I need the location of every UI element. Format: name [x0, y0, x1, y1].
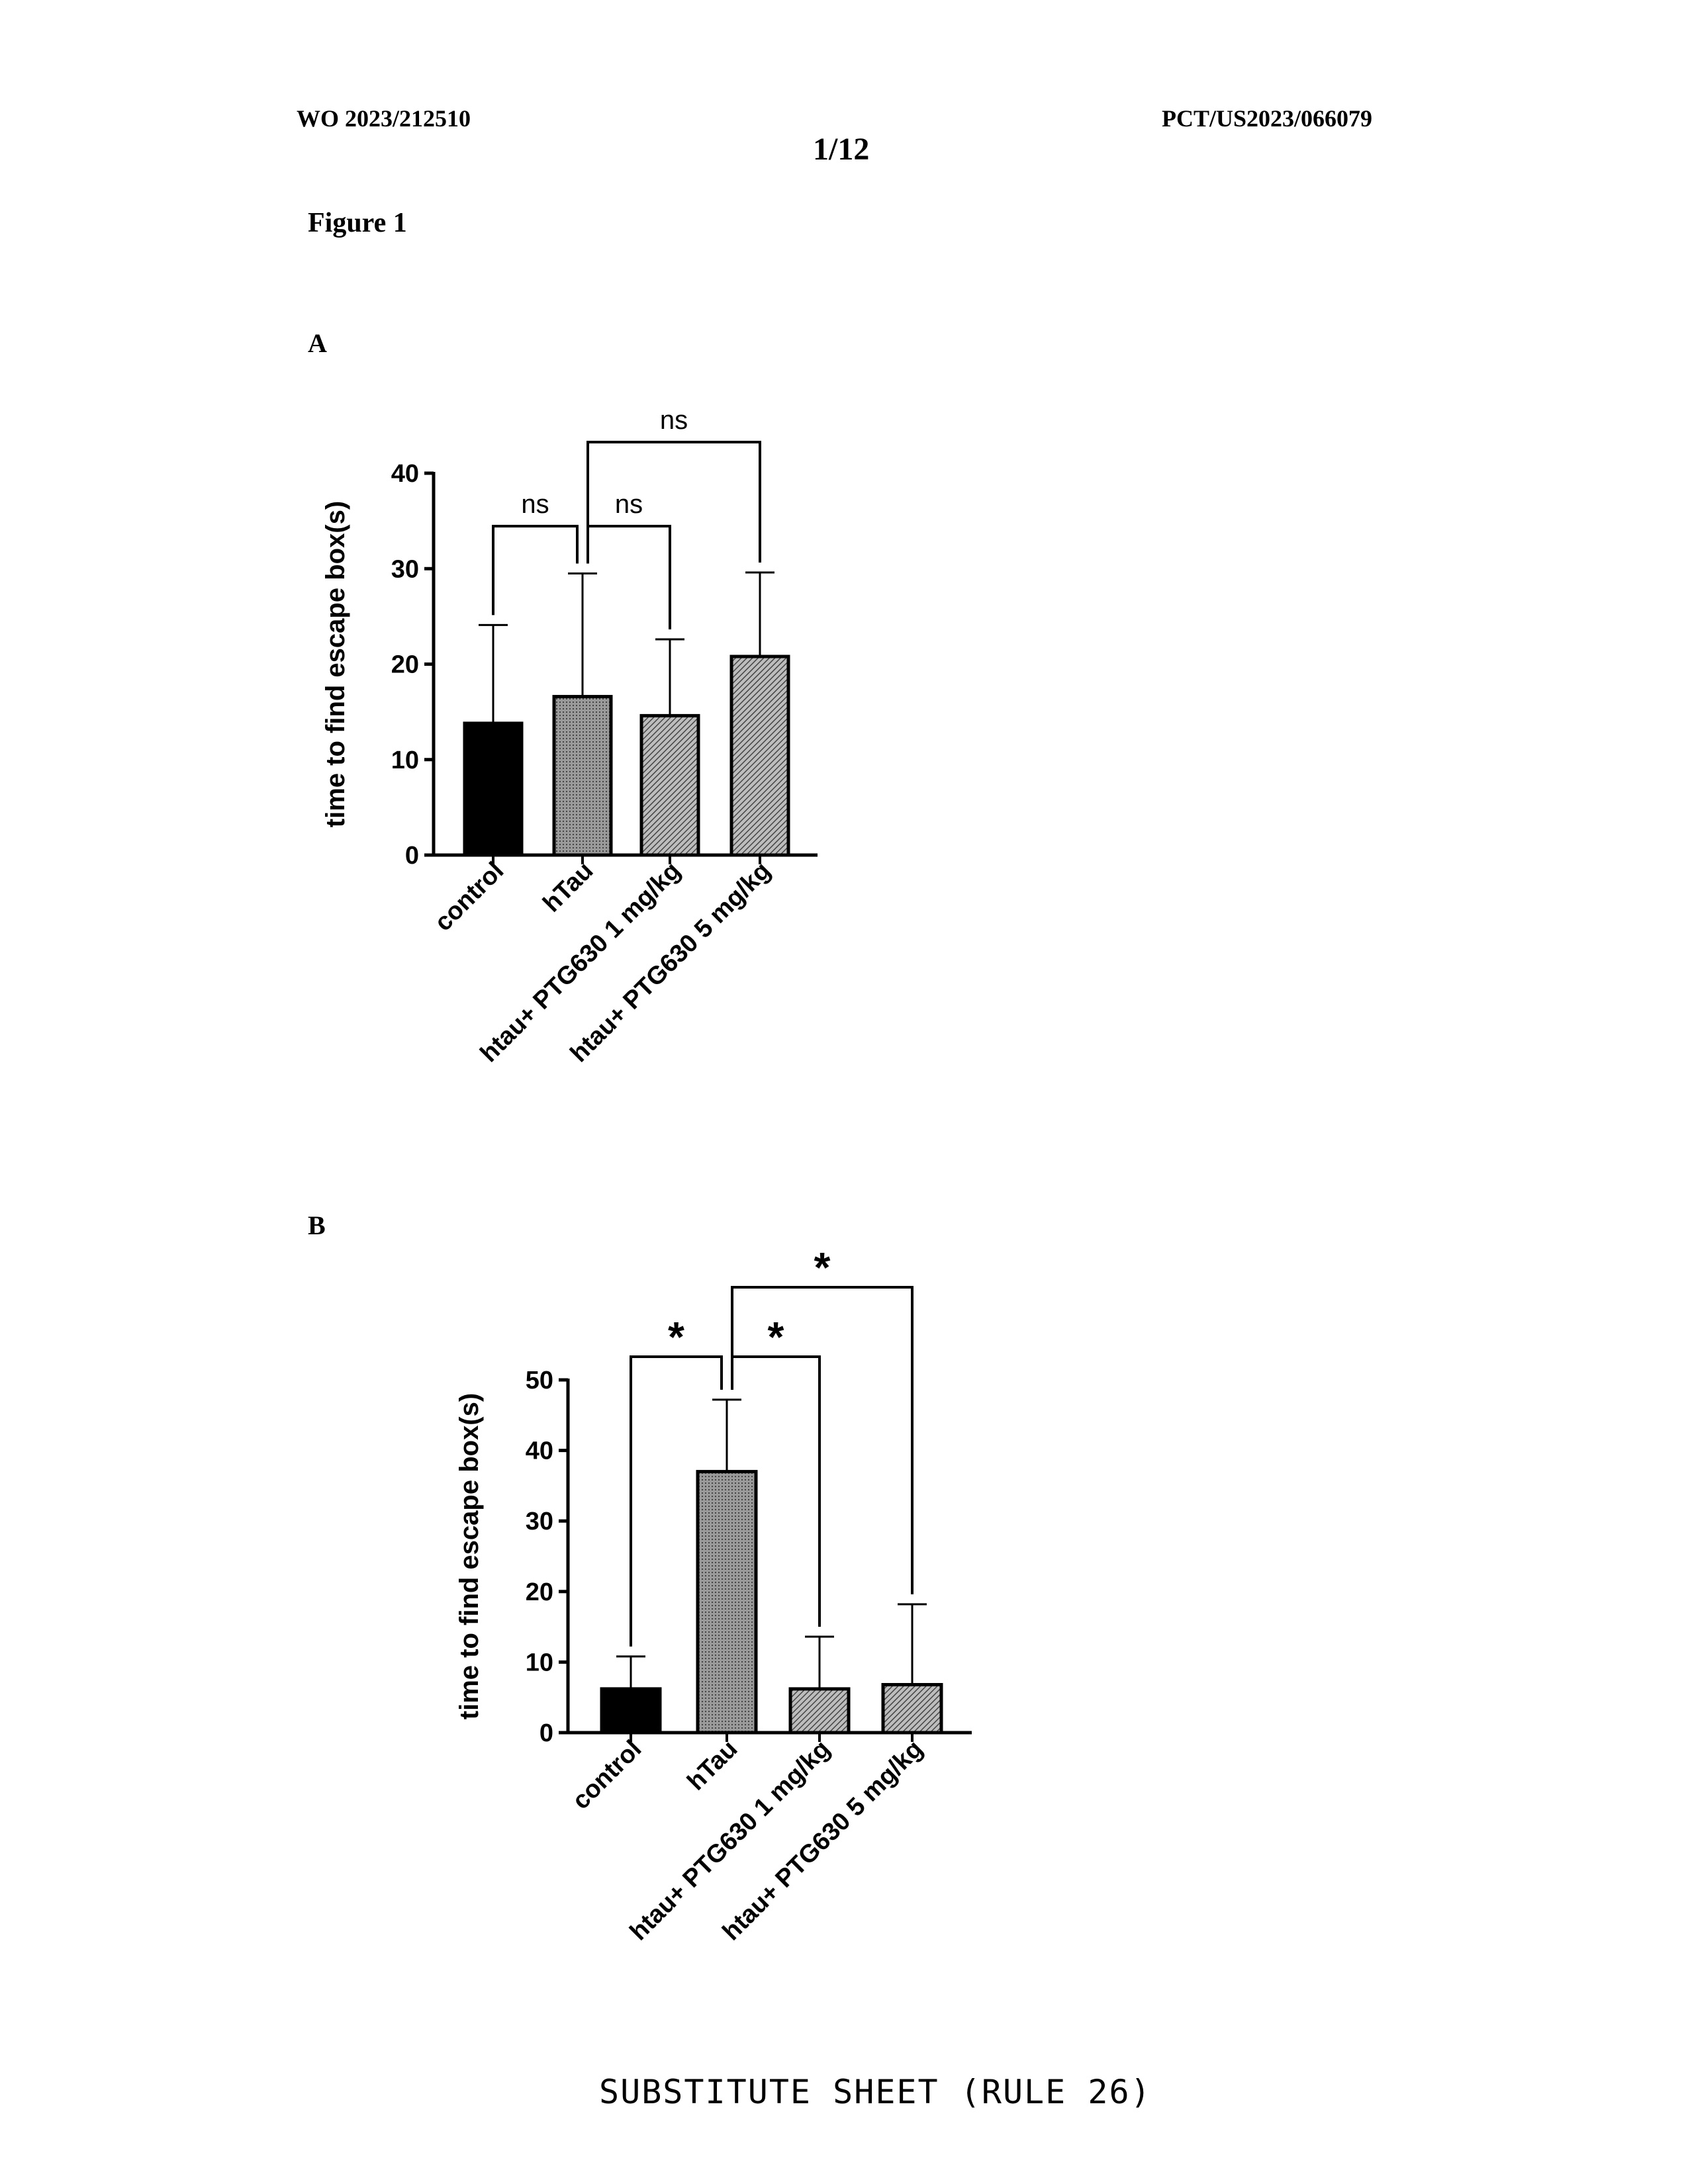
- y-axis-label: time to find escape box(s): [455, 1393, 484, 1719]
- bar: [790, 1689, 849, 1733]
- significance-label: *: [668, 1313, 684, 1361]
- y-tick-label: 0: [539, 1719, 553, 1747]
- significance-label: *: [768, 1313, 784, 1361]
- y-tick-label: 30: [526, 1508, 553, 1535]
- y-tick-label: 50: [526, 1367, 553, 1394]
- bar: [698, 1472, 756, 1733]
- y-tick-label: 10: [526, 1649, 553, 1676]
- y-tick-label: 20: [526, 1578, 553, 1606]
- y-tick-label: 40: [526, 1437, 553, 1465]
- bar: [883, 1685, 941, 1733]
- category-label: hTau: [682, 1735, 743, 1796]
- category-label: control: [567, 1735, 647, 1815]
- bar: [602, 1689, 660, 1733]
- significance-label: *: [814, 1244, 831, 1291]
- significance-bracket: [732, 1287, 912, 1594]
- footer-text: SUBSTITUTE SHEET (RULE 26): [599, 2073, 1152, 2111]
